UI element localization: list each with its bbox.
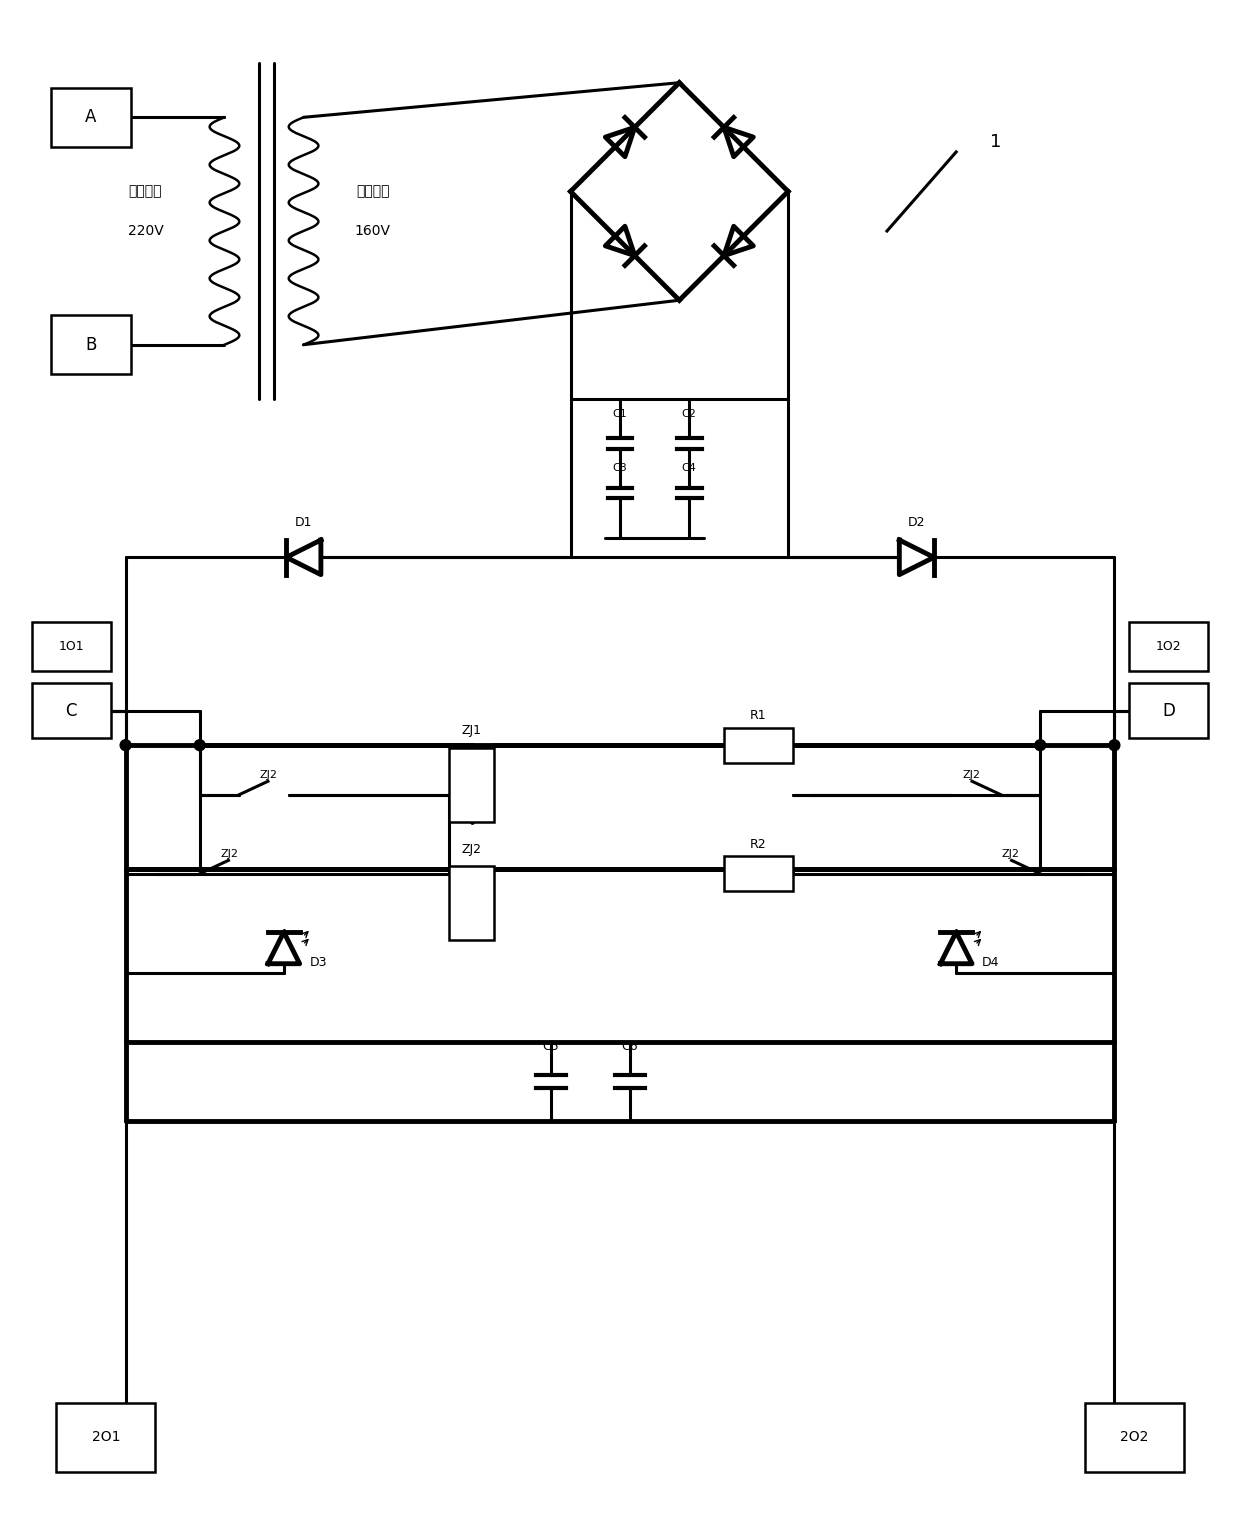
- Text: ZJ1: ZJ1: [461, 724, 481, 737]
- Text: D3: D3: [310, 956, 327, 970]
- Text: R1: R1: [750, 709, 766, 721]
- Bar: [56, 1403, 155, 1472]
- Text: D2: D2: [908, 517, 925, 529]
- Text: C2: C2: [682, 409, 697, 419]
- Text: R2: R2: [750, 837, 766, 851]
- Text: 1O2: 1O2: [1156, 640, 1182, 653]
- Bar: [51, 316, 130, 375]
- Text: D4: D4: [982, 956, 999, 970]
- Text: D1: D1: [295, 517, 312, 529]
- Text: 1: 1: [990, 133, 1002, 151]
- Text: ZJ2: ZJ2: [260, 770, 278, 779]
- Text: 220V: 220V: [128, 224, 164, 238]
- Text: ZJ2: ZJ2: [962, 770, 980, 779]
- Bar: [1130, 622, 1208, 671]
- Text: 2O1: 2O1: [92, 1430, 120, 1444]
- Text: C1: C1: [613, 409, 627, 419]
- Circle shape: [120, 740, 131, 750]
- Bar: [449, 747, 494, 822]
- Text: C: C: [66, 702, 77, 720]
- Bar: [32, 683, 110, 738]
- Text: A: A: [86, 108, 97, 127]
- Circle shape: [1109, 740, 1120, 750]
- Bar: [724, 857, 794, 891]
- Text: 输入交流: 输入交流: [129, 185, 162, 198]
- Circle shape: [195, 740, 205, 750]
- Text: 2O2: 2O2: [1120, 1430, 1148, 1444]
- Bar: [724, 727, 794, 762]
- Bar: [1130, 683, 1208, 738]
- Circle shape: [1035, 740, 1045, 750]
- Text: 160V: 160V: [355, 224, 391, 238]
- Bar: [51, 87, 130, 146]
- Text: C6: C6: [621, 1040, 639, 1054]
- Text: C3: C3: [613, 464, 627, 473]
- Text: ZJ2: ZJ2: [221, 849, 238, 859]
- Text: D: D: [1162, 702, 1176, 720]
- Text: ZJ2: ZJ2: [461, 842, 481, 856]
- Text: ZJ2: ZJ2: [1002, 849, 1019, 859]
- Bar: [32, 622, 110, 671]
- Text: 1O1: 1O1: [58, 640, 84, 653]
- Text: 输出交流: 输出交流: [356, 185, 389, 198]
- Text: B: B: [86, 336, 97, 354]
- Text: C4: C4: [682, 464, 697, 473]
- Bar: [449, 866, 494, 941]
- Text: C5: C5: [542, 1040, 559, 1054]
- Bar: [1085, 1403, 1184, 1472]
